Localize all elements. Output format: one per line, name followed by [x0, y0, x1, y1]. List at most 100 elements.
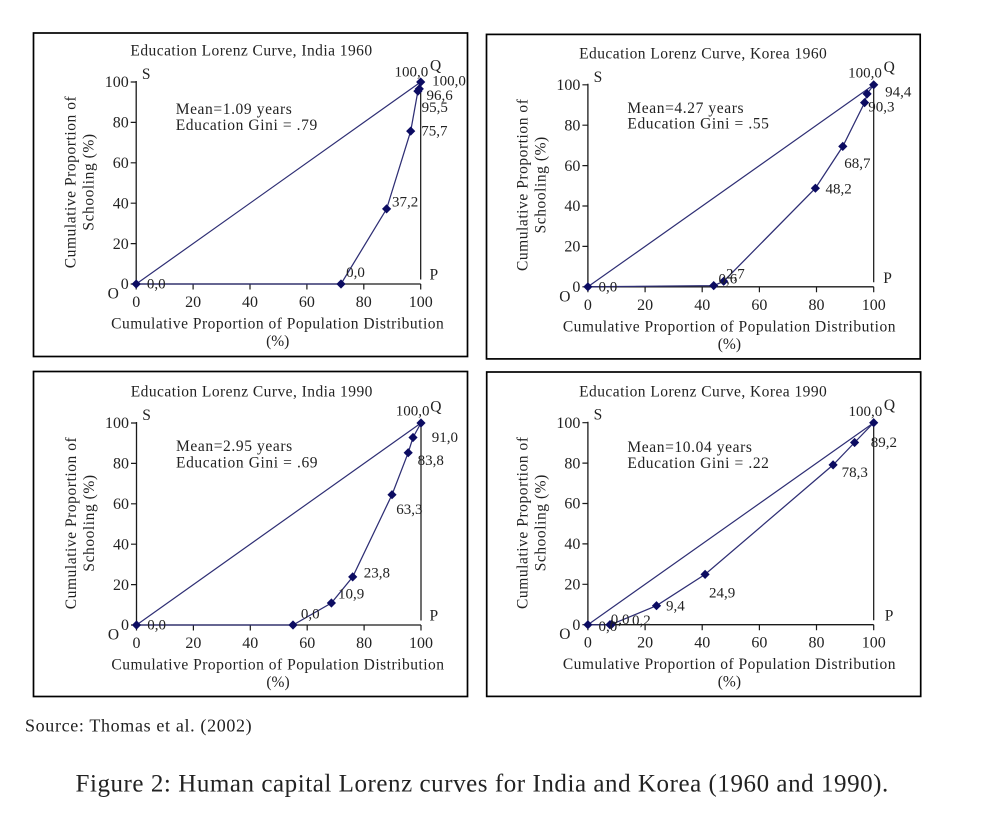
svg-text:0,6: 0,6 — [719, 272, 738, 288]
svg-text:0: 0 — [584, 635, 592, 652]
svg-text:100,0: 100,0 — [394, 64, 428, 80]
svg-text:60: 60 — [113, 155, 129, 172]
svg-text:Education Gini = .79: Education Gini = .79 — [176, 117, 318, 134]
svg-text:80: 80 — [356, 635, 372, 652]
svg-text:Q: Q — [430, 58, 441, 75]
svg-text:100: 100 — [556, 415, 580, 432]
svg-text:80: 80 — [564, 117, 580, 134]
svg-text:Cumulative Proportion of: Cumulative Proportion of — [514, 98, 531, 271]
svg-text:Mean=1.09 years: Mean=1.09 years — [176, 101, 293, 118]
svg-text:Cumulative Proportion of Popul: Cumulative Proportion of Population Dist… — [563, 656, 896, 673]
svg-text:Education Lorenz Curve, Korea: Education Lorenz Curve, Korea 1990 — [579, 383, 827, 400]
svg-text:0,0: 0,0 — [599, 619, 618, 635]
svg-text:100,0: 100,0 — [396, 404, 430, 420]
svg-text:40: 40 — [242, 294, 258, 311]
svg-text:Mean=10.04 years: Mean=10.04 years — [627, 439, 752, 456]
svg-text:0,0: 0,0 — [611, 612, 630, 628]
svg-text:O: O — [559, 288, 570, 305]
svg-text:60: 60 — [751, 297, 767, 314]
svg-text:40: 40 — [564, 536, 580, 553]
svg-text:O: O — [108, 286, 119, 303]
svg-text:Cumulative Proportion of: Cumulative Proportion of — [63, 436, 80, 609]
svg-text:40: 40 — [242, 635, 258, 652]
svg-text:90,3: 90,3 — [868, 100, 894, 116]
svg-text:100,0: 100,0 — [849, 404, 883, 420]
svg-text:Q: Q — [884, 397, 895, 414]
svg-text:Education Gini = .22: Education Gini = .22 — [627, 455, 769, 472]
svg-text:60: 60 — [751, 635, 767, 652]
svg-text:Education Lorenz Curve, India: Education Lorenz Curve, India 1990 — [131, 384, 373, 401]
svg-text:20: 20 — [113, 577, 129, 594]
svg-text:100,0: 100,0 — [848, 66, 882, 82]
svg-text:S: S — [594, 69, 603, 86]
svg-text:78,3: 78,3 — [842, 465, 868, 481]
svg-text:100: 100 — [409, 294, 433, 311]
svg-text:P: P — [885, 607, 894, 624]
svg-text:0: 0 — [572, 279, 580, 296]
svg-text:60: 60 — [564, 496, 580, 513]
svg-text:80: 80 — [356, 294, 372, 311]
svg-text:Cumulative Proportion of Popul: Cumulative Proportion of Population Dist… — [111, 316, 444, 333]
svg-text:40: 40 — [694, 635, 710, 652]
svg-text:O: O — [559, 626, 570, 643]
svg-text:0,2: 0,2 — [632, 613, 651, 629]
svg-text:40: 40 — [694, 297, 710, 314]
svg-text:100: 100 — [862, 635, 886, 652]
svg-text:(%): (%) — [718, 674, 741, 691]
svg-text:10,9: 10,9 — [338, 587, 364, 603]
svg-text:Education Gini = .69: Education Gini = .69 — [176, 454, 318, 471]
svg-text:100,0: 100,0 — [432, 74, 466, 90]
svg-text:0,0: 0,0 — [147, 618, 166, 634]
svg-text:40: 40 — [564, 198, 580, 215]
svg-text:Education Lorenz Curve, Korea: Education Lorenz Curve, Korea 1960 — [579, 46, 827, 63]
svg-text:0: 0 — [132, 294, 140, 311]
svg-text:Schooling (%): Schooling (%) — [532, 136, 549, 233]
svg-text:Schooling (%): Schooling (%) — [532, 474, 549, 571]
svg-text:20: 20 — [113, 236, 129, 253]
svg-text:24,9: 24,9 — [709, 586, 735, 602]
svg-text:Source: Thomas et al. (2002): Source: Thomas et al. (2002) — [25, 716, 252, 737]
svg-text:20: 20 — [185, 294, 201, 311]
svg-text:100: 100 — [556, 77, 580, 94]
svg-text:100: 100 — [105, 74, 129, 91]
svg-text:Education Gini = .55: Education Gini = .55 — [627, 116, 769, 133]
svg-text:89,2: 89,2 — [871, 435, 897, 451]
svg-text:100: 100 — [862, 297, 886, 314]
svg-text:100: 100 — [409, 635, 433, 652]
svg-text:80: 80 — [113, 456, 129, 473]
svg-text:63,3: 63,3 — [396, 502, 422, 518]
svg-text:P: P — [430, 267, 439, 284]
svg-text:2,7: 2,7 — [726, 267, 745, 283]
svg-text:75,7: 75,7 — [421, 124, 448, 140]
svg-text:Education Lorenz Curve, India: Education Lorenz Curve, India 1960 — [130, 43, 372, 60]
svg-text:60: 60 — [564, 158, 580, 175]
svg-text:Q: Q — [430, 398, 441, 415]
svg-text:40: 40 — [113, 195, 129, 212]
svg-text:0,0: 0,0 — [147, 277, 166, 293]
svg-text:60: 60 — [299, 294, 315, 311]
svg-text:60: 60 — [113, 496, 129, 513]
svg-text:Schooling (%): Schooling (%) — [81, 133, 98, 230]
svg-text:80: 80 — [564, 455, 580, 472]
svg-text:20: 20 — [637, 635, 653, 652]
svg-text:(%): (%) — [718, 336, 741, 353]
svg-text:37,2: 37,2 — [392, 194, 418, 210]
svg-text:P: P — [430, 607, 439, 624]
svg-text:S: S — [594, 407, 603, 424]
svg-text:40: 40 — [113, 536, 129, 553]
svg-text:0: 0 — [121, 617, 129, 634]
svg-text:60: 60 — [299, 635, 315, 652]
svg-text:20: 20 — [185, 635, 201, 652]
svg-text:Q: Q — [884, 59, 895, 76]
svg-text:80: 80 — [113, 115, 129, 132]
svg-text:83,8: 83,8 — [418, 453, 444, 469]
svg-text:9,4: 9,4 — [666, 599, 685, 615]
svg-text:(%): (%) — [266, 674, 289, 691]
svg-text:(%): (%) — [266, 333, 289, 350]
svg-text:0,0: 0,0 — [599, 280, 618, 296]
svg-text:P: P — [883, 270, 892, 287]
svg-text:80: 80 — [809, 297, 825, 314]
svg-text:0: 0 — [584, 297, 592, 314]
svg-text:100: 100 — [105, 415, 129, 432]
svg-text:95,5: 95,5 — [422, 100, 448, 116]
